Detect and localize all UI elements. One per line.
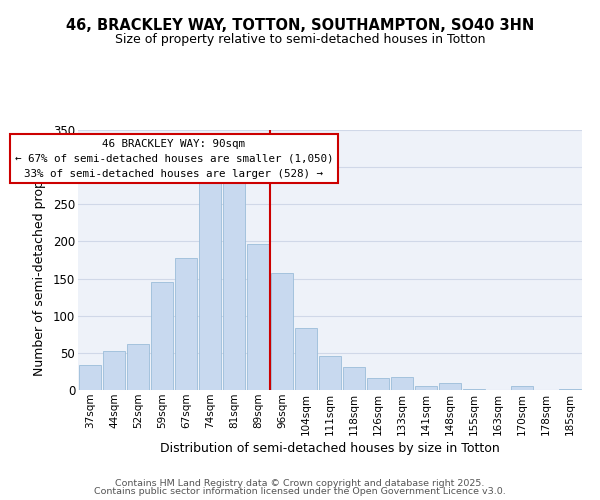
Bar <box>391 376 413 390</box>
Bar <box>247 244 269 390</box>
Bar <box>343 367 365 390</box>
Bar <box>103 350 125 390</box>
Text: Contains public sector information licensed under the Open Government Licence v3: Contains public sector information licen… <box>94 487 506 496</box>
Bar <box>511 386 533 390</box>
Text: Size of property relative to semi-detached houses in Totton: Size of property relative to semi-detach… <box>115 32 485 46</box>
Bar <box>175 258 197 390</box>
Text: 46 BRACKLEY WAY: 90sqm
← 67% of semi-detached houses are smaller (1,050)
33% of : 46 BRACKLEY WAY: 90sqm ← 67% of semi-det… <box>15 139 333 178</box>
X-axis label: Distribution of semi-detached houses by size in Totton: Distribution of semi-detached houses by … <box>160 442 500 455</box>
Text: Contains HM Land Registry data © Crown copyright and database right 2025.: Contains HM Land Registry data © Crown c… <box>115 478 485 488</box>
Bar <box>319 356 341 390</box>
Bar <box>439 382 461 390</box>
Bar <box>199 180 221 390</box>
Bar <box>79 366 101 390</box>
Bar <box>127 344 149 390</box>
Y-axis label: Number of semi-detached properties: Number of semi-detached properties <box>33 144 46 376</box>
Text: 46, BRACKLEY WAY, TOTTON, SOUTHAMPTON, SO40 3HN: 46, BRACKLEY WAY, TOTTON, SOUTHAMPTON, S… <box>66 18 534 32</box>
Bar <box>415 386 437 390</box>
Bar <box>295 328 317 390</box>
Bar <box>151 282 173 390</box>
Bar <box>223 184 245 390</box>
Bar <box>271 272 293 390</box>
Bar <box>367 378 389 390</box>
